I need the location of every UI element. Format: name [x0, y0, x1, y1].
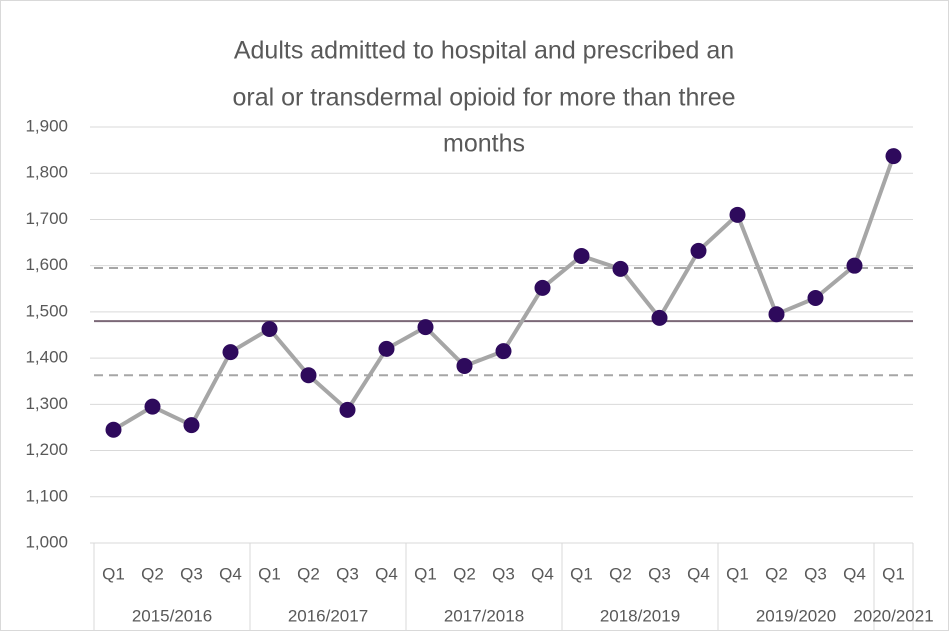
data-point: [144, 398, 161, 415]
x-tick-label: Q4: [375, 564, 398, 583]
data-point: [417, 319, 434, 336]
data-point: [573, 247, 590, 264]
data-point: [456, 357, 473, 374]
x-group-label: 2019/2020: [756, 606, 836, 625]
x-tick-label: Q3: [180, 564, 203, 583]
data-point: [261, 320, 278, 337]
y-tick-label: 1,900: [25, 116, 68, 135]
x-tick-label: Q2: [297, 564, 320, 583]
data-point: [495, 343, 512, 360]
y-tick-label: 1,000: [25, 532, 68, 551]
x-tick-label: Q3: [492, 564, 515, 583]
x-tick-label: Q1: [882, 564, 905, 583]
chart-title: months: [443, 130, 525, 158]
chart-title: oral or transdermal opioid for more than…: [232, 84, 735, 112]
x-group-label: 2016/2017: [288, 606, 368, 625]
x-tick-label: Q2: [453, 564, 476, 583]
y-tick-label: 1,800: [25, 163, 68, 182]
x-tick-label: Q4: [843, 564, 866, 583]
data-point: [651, 309, 668, 326]
x-group-label: 2020/2021: [853, 606, 933, 625]
x-tick-label: Q2: [765, 564, 788, 583]
data-point: [183, 417, 200, 434]
y-tick-label: 1,200: [25, 440, 68, 459]
x-group-label: 2018/2019: [600, 606, 680, 625]
y-tick-label: 1,100: [25, 486, 68, 505]
x-tick-label: Q1: [258, 564, 281, 583]
x-tick-label: Q3: [336, 564, 359, 583]
data-point: [222, 344, 239, 361]
x-tick-label: Q3: [804, 564, 827, 583]
data-point: [885, 148, 902, 165]
x-tick-label: Q2: [141, 564, 164, 583]
data-point: [807, 290, 824, 307]
data-point: [729, 206, 746, 223]
x-tick-label: Q1: [414, 564, 437, 583]
data-point: [300, 367, 317, 384]
x-tick-label: Q1: [570, 564, 593, 583]
chart-title: Adults admitted to hospital and prescrib…: [234, 37, 734, 65]
x-tick-label: Q1: [102, 564, 125, 583]
data-point: [846, 257, 863, 274]
y-tick-label: 1,300: [25, 394, 68, 413]
data-point: [378, 340, 395, 357]
y-tick-label: 1,600: [25, 255, 68, 274]
data-point: [690, 242, 707, 259]
data-point: [534, 279, 551, 296]
x-tick-label: Q4: [687, 564, 710, 583]
x-tick-label: Q1: [726, 564, 749, 583]
x-group-label: 2015/2016: [132, 606, 212, 625]
y-tick-label: 1,700: [25, 209, 68, 228]
x-group-label: 2017/2018: [444, 606, 524, 625]
x-tick-label: Q4: [531, 564, 554, 583]
data-point: [339, 401, 356, 418]
y-tick-label: 1,400: [25, 348, 68, 367]
x-tick-label: Q3: [648, 564, 671, 583]
data-point: [768, 306, 785, 323]
data-point: [612, 260, 629, 277]
x-tick-label: Q2: [609, 564, 632, 583]
data-point: [105, 421, 122, 438]
y-tick-label: 1,500: [25, 301, 68, 320]
x-tick-label: Q4: [219, 564, 242, 583]
